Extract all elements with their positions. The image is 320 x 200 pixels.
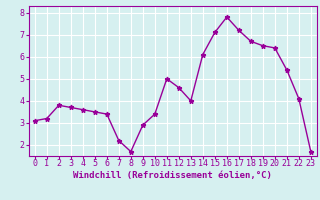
X-axis label: Windchill (Refroidissement éolien,°C): Windchill (Refroidissement éolien,°C) [73,171,272,180]
